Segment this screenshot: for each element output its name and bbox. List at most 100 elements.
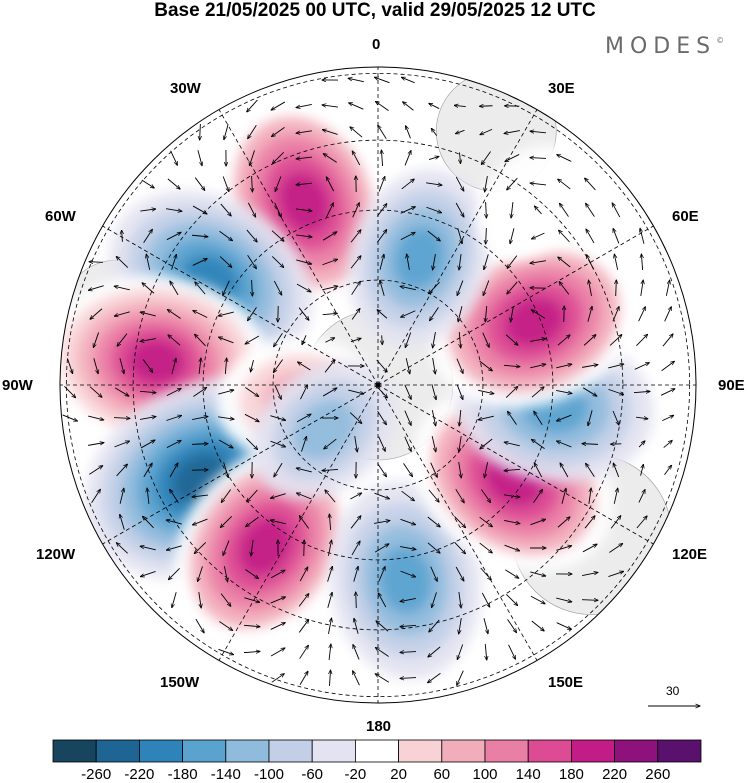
wind-vector [245,335,260,344]
wind-vector [405,358,410,374]
wind-vector [350,338,361,343]
wind-vector [218,439,233,448]
wind-vector [480,567,492,580]
wind-vector [609,335,622,346]
wind-vector [88,415,104,420]
wind-vector [113,418,130,419]
colorbar-tick-label: -60 [301,766,324,783]
wind-vector [354,618,359,634]
wind-vector [400,207,416,214]
wind-vector [245,569,258,578]
wind-vector [662,334,673,347]
wind-vector [508,644,516,659]
wind-vector [406,126,411,139]
label-lon-30e: 30E [548,80,575,97]
wind-vector [351,281,361,295]
wind-vector [608,364,624,369]
wind-vector [400,286,416,291]
wind-vector [530,364,546,369]
wind-vector [636,516,647,529]
wind-vector [582,444,599,445]
wind-vector [534,411,543,426]
wind-vector [481,489,490,502]
wind-vector [557,414,572,421]
wind-vector [299,567,308,582]
wind-vector [458,306,463,322]
wind-vector [270,493,286,499]
wind-vector [530,183,546,185]
wind-vector [166,440,181,449]
wind-vector [530,595,545,604]
wind-vector [530,131,547,133]
copyright-mark: © [716,36,725,45]
colorbar-swatch [95,739,140,763]
wind-vector [296,283,311,292]
wind-vector [171,358,176,374]
wind-vector [298,620,309,633]
wind-vector [454,541,466,554]
wind-vectors-layer [62,77,675,686]
wind-vector [404,436,411,452]
wind-vector [274,384,282,400]
wind-vector [400,678,417,679]
wind-vector [322,469,339,470]
wind-vector [353,671,360,686]
wind-vector [142,516,154,529]
wind-vector [456,384,463,400]
wind-vector [561,488,566,504]
wind-vector [556,597,572,602]
wind-vector [296,414,311,423]
wind-vector [431,436,436,452]
wind-vector [478,415,494,420]
colorbar-tick-label: 140 [515,766,541,783]
wind-vector [251,360,254,372]
wind-vector [429,103,440,109]
wind-vector [244,597,259,603]
wind-vector [507,281,518,294]
wind-vector [559,282,570,295]
wind-vector [382,335,383,344]
wind-vector [218,390,233,395]
wind-vector [299,645,309,659]
wind-vector [90,308,103,320]
wind-vector [531,310,546,319]
wind-vector [354,436,358,452]
wind-vector [664,465,671,476]
wind-vector [455,488,464,503]
wind-vector [401,179,415,190]
wind-vector [430,307,439,320]
wind-vector [88,285,104,291]
wind-vector [428,489,439,502]
wind-vector [641,254,642,271]
wind-vector [191,235,208,237]
wind-vector [458,592,461,608]
meridian-line [215,103,379,386]
wind-vector [220,203,231,216]
wind-vector [88,443,104,446]
wind-vector [194,334,206,347]
wind-vector [614,254,619,270]
wind-vector [582,572,598,577]
wind-vector [167,178,180,189]
wind-vector [322,259,337,266]
wind-vector [246,229,257,242]
wind-vector [374,544,389,553]
meridian-line [377,384,541,667]
wind-vector [220,516,232,527]
positive-anomaly [429,235,640,408]
modes-logo: MODES© [605,34,724,59]
colorbar-swatch [398,739,443,763]
colorbar-swatch [354,739,399,763]
wind-vector [350,127,363,138]
wind-vector [114,387,129,396]
wind-vector [375,77,390,84]
wind-vector [322,232,337,241]
wind-vector [223,462,229,477]
wind-vector [270,570,285,579]
wind-vector [556,390,572,393]
wind-vector [511,202,513,218]
colorbar-tick-label: 60 [433,766,451,783]
wind-vector [322,313,338,314]
wind-vector [481,151,491,165]
